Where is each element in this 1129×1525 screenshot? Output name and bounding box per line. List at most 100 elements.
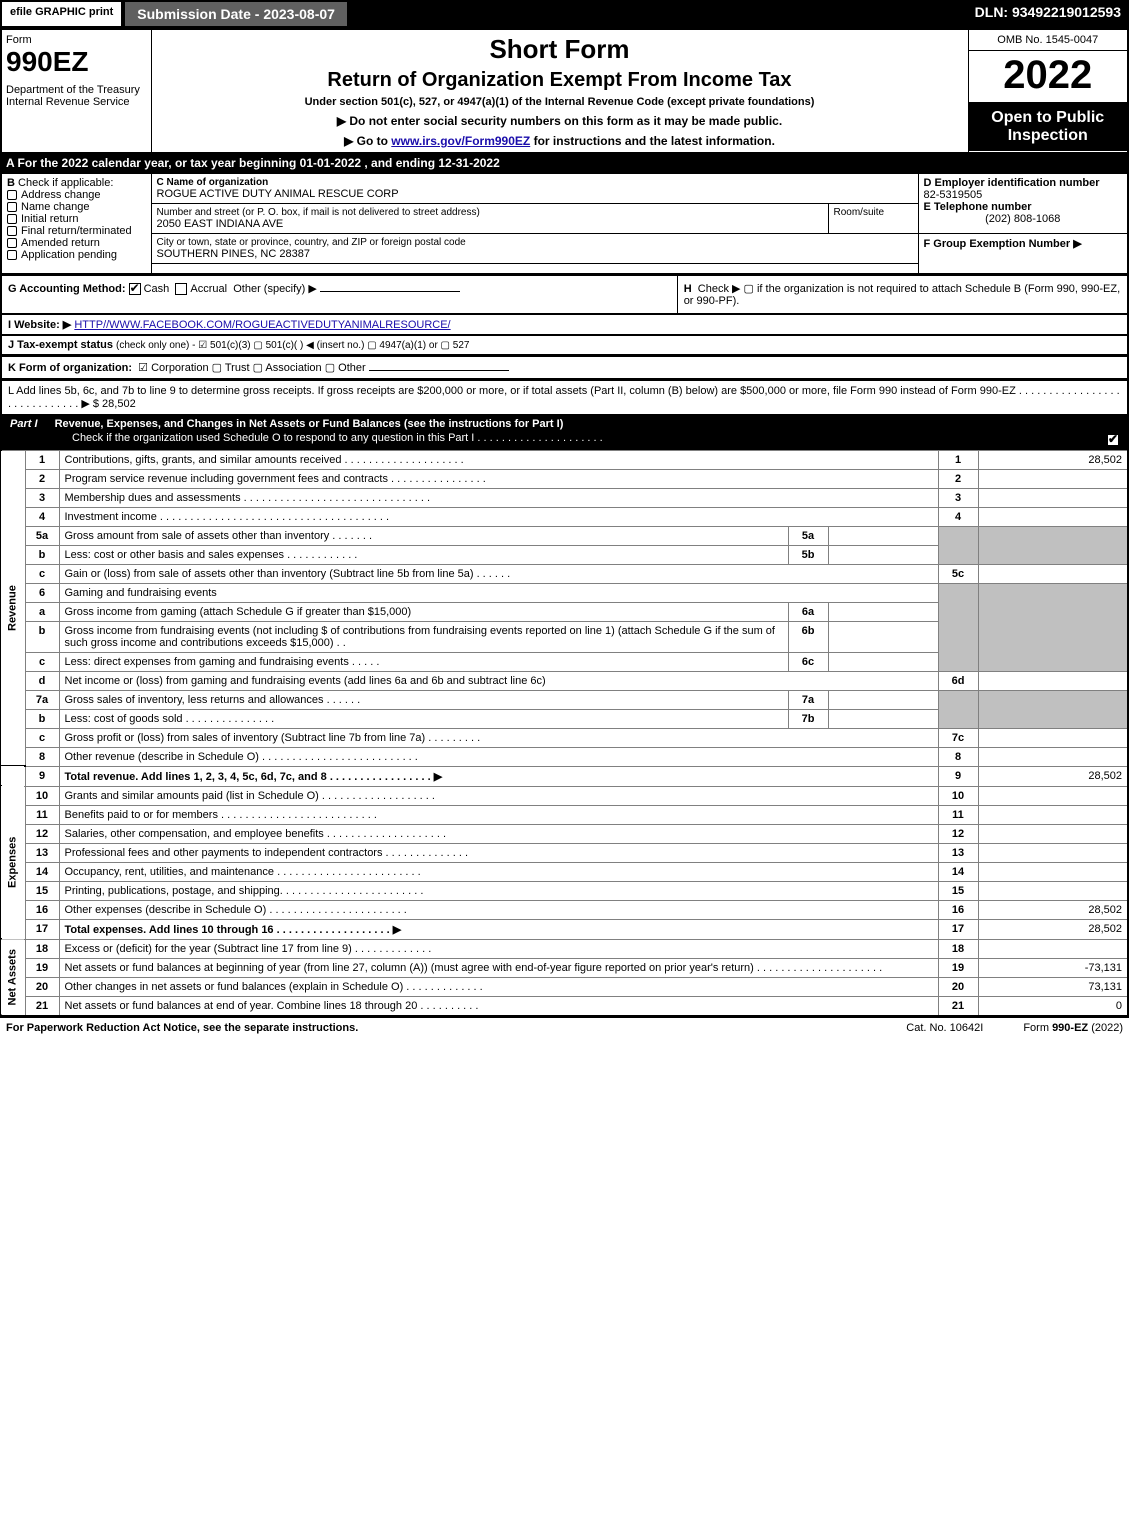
ln-6c: c bbox=[25, 652, 59, 671]
d-1: Contributions, gifts, grants, and simila… bbox=[59, 450, 938, 469]
amt-7c bbox=[978, 728, 1128, 747]
footer: For Paperwork Reduction Act Notice, see … bbox=[0, 1017, 1129, 1038]
sn-5a: 5a bbox=[788, 526, 828, 545]
amt-12 bbox=[978, 824, 1128, 843]
org-name: ROGUE ACTIVE DUTY ANIMAL RESCUE CORP bbox=[157, 188, 913, 200]
cb-pending[interactable] bbox=[7, 250, 17, 260]
sn-6b: 6b bbox=[788, 621, 828, 652]
ln-7a: 7a bbox=[25, 690, 59, 709]
section-b-table: B Check if applicable: Address change Na… bbox=[0, 172, 1129, 275]
k-label: K Form of organization: bbox=[8, 362, 132, 374]
ln-4: 4 bbox=[25, 507, 59, 526]
row-g-h: G Accounting Method: Cash Accrual Other … bbox=[0, 275, 1129, 315]
chk-initial: Initial return bbox=[21, 213, 78, 225]
i-label: I Website: ▶ bbox=[8, 319, 71, 331]
ln-8: 8 bbox=[25, 747, 59, 766]
sn-7b: 7b bbox=[788, 709, 828, 728]
row-i: I Website: ▶ HTTP//WWW.FACEBOOK.COM/ROGU… bbox=[0, 315, 1129, 336]
sa-6c bbox=[828, 652, 938, 671]
d-6d: Net income or (loss) from gaming and fun… bbox=[59, 671, 938, 690]
shade-5amt bbox=[978, 526, 1128, 564]
d-12: Salaries, other compensation, and employ… bbox=[59, 824, 938, 843]
rn-4: 4 bbox=[938, 507, 978, 526]
rn-2: 2 bbox=[938, 469, 978, 488]
expenses-sidelabel: Expenses bbox=[1, 786, 25, 939]
ln-19: 19 bbox=[25, 958, 59, 977]
chk-final: Final return/terminated bbox=[21, 225, 132, 237]
amt-10 bbox=[978, 786, 1128, 805]
ln-14: 14 bbox=[25, 862, 59, 881]
d-7c: Gross profit or (loss) from sales of inv… bbox=[59, 728, 938, 747]
open-inspection: Open to Public Inspection bbox=[969, 103, 1128, 151]
addr-label: Number and street (or P. O. box, if mail… bbox=[157, 207, 823, 218]
amt-17: 28,502 bbox=[978, 919, 1128, 939]
ln-6: 6 bbox=[25, 583, 59, 602]
part1-check[interactable] bbox=[1107, 434, 1119, 446]
sa-6a bbox=[828, 602, 938, 621]
revenue-sidelabel: Revenue bbox=[1, 450, 25, 766]
amt-18 bbox=[978, 939, 1128, 958]
website-link[interactable]: HTTP//WWW.FACEBOOK.COM/ROGUEACTIVEDUTYAN… bbox=[74, 319, 450, 331]
g-label: G Accounting Method: bbox=[8, 283, 126, 295]
j-text: (check only one) - ☑ 501(c)(3) ▢ 501(c)(… bbox=[116, 340, 469, 351]
sa-7b bbox=[828, 709, 938, 728]
city-value: SOUTHERN PINES, NC 28387 bbox=[157, 248, 913, 260]
d-3: Membership dues and assessments . . . . … bbox=[59, 488, 938, 507]
amt-9: 28,502 bbox=[978, 766, 1128, 786]
cb-name-change[interactable] bbox=[7, 202, 17, 212]
d-5a: Gross amount from sale of assets other t… bbox=[59, 526, 788, 545]
netassets-sidelabel: Net Assets bbox=[1, 939, 25, 1016]
b-title: Check if applicable: bbox=[18, 177, 113, 189]
g-accrual: Accrual bbox=[190, 283, 227, 295]
rn-20: 20 bbox=[938, 977, 978, 996]
amt-11 bbox=[978, 805, 1128, 824]
d-6c: Less: direct expenses from gaming and fu… bbox=[59, 652, 788, 671]
amt-20: 73,131 bbox=[978, 977, 1128, 996]
ln-7b: b bbox=[25, 709, 59, 728]
cb-cash[interactable] bbox=[129, 283, 141, 295]
row-l: L Add lines 5b, 6c, and 7b to line 9 to … bbox=[0, 380, 1129, 416]
shade-7amt bbox=[978, 690, 1128, 728]
ln-6b: b bbox=[25, 621, 59, 652]
short-form-title: Short Form bbox=[160, 34, 960, 65]
topbar-spacer bbox=[349, 0, 967, 28]
d-7a: Gross sales of inventory, less returns a… bbox=[59, 690, 788, 709]
footer-r-post: (2022) bbox=[1088, 1022, 1123, 1034]
subtitle: Under section 501(c), 527, or 4947(a)(1)… bbox=[160, 96, 960, 108]
d-18: Excess or (deficit) for the year (Subtra… bbox=[59, 939, 938, 958]
ln-1: 1 bbox=[25, 450, 59, 469]
sa-5a bbox=[828, 526, 938, 545]
sn-7a: 7a bbox=[788, 690, 828, 709]
cb-final[interactable] bbox=[7, 226, 17, 236]
d-14: Occupancy, rent, utilities, and maintena… bbox=[59, 862, 938, 881]
cb-accrual[interactable] bbox=[175, 283, 187, 295]
cb-address-change[interactable] bbox=[7, 190, 17, 200]
shade-5 bbox=[938, 526, 978, 564]
f-label: F Group Exemption Number ▶ bbox=[924, 238, 1082, 250]
dept-label: Department of the Treasury Internal Reve… bbox=[6, 84, 147, 108]
amt-5c bbox=[978, 564, 1128, 583]
d-6a: Gross income from gaming (attach Schedul… bbox=[59, 602, 788, 621]
c-label: C Name of organization bbox=[157, 177, 269, 188]
cb-amended[interactable] bbox=[7, 238, 17, 248]
ln-2: 2 bbox=[25, 469, 59, 488]
d-7b: Less: cost of goods sold . . . . . . . .… bbox=[59, 709, 788, 728]
d-17b: Total expenses. Add lines 10 through 16 … bbox=[65, 924, 402, 936]
d-20: Other changes in net assets or fund bala… bbox=[59, 977, 938, 996]
sa-7a bbox=[828, 690, 938, 709]
dln-label: DLN: 93492219012593 bbox=[967, 0, 1129, 28]
irs-link[interactable]: www.irs.gov/Form990EZ bbox=[391, 134, 530, 148]
city-label: City or town, state or province, country… bbox=[157, 237, 913, 248]
ln-12: 12 bbox=[25, 824, 59, 843]
chk-name: Name change bbox=[21, 201, 90, 213]
d-13: Professional fees and other payments to … bbox=[59, 843, 938, 862]
sa-5b bbox=[828, 545, 938, 564]
ln-5c: c bbox=[25, 564, 59, 583]
ln-16: 16 bbox=[25, 900, 59, 919]
sa-6b bbox=[828, 621, 938, 652]
amt-15 bbox=[978, 881, 1128, 900]
cb-initial[interactable] bbox=[7, 214, 17, 224]
lines-table: Revenue 1 Contributions, gifts, grants, … bbox=[0, 450, 1129, 1017]
ein-value: 82-5319505 bbox=[924, 189, 983, 201]
d-2: Program service revenue including govern… bbox=[59, 469, 938, 488]
